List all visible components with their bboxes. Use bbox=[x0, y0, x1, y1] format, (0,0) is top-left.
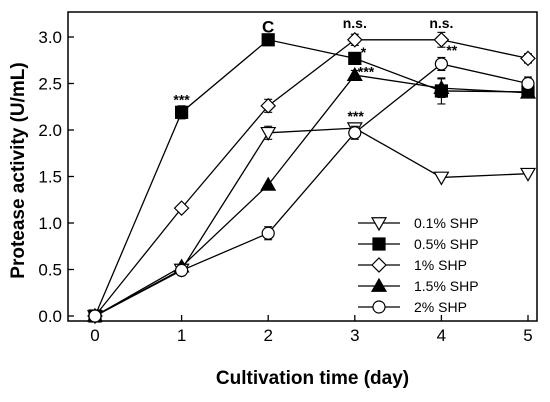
data-point bbox=[173, 200, 190, 216]
legend-entry: 0.5% SHP bbox=[358, 236, 479, 252]
significance-annotation: *** bbox=[347, 108, 364, 124]
series-line bbox=[94, 39, 529, 317]
x-tick-label: 3 bbox=[350, 326, 359, 345]
y-tick-label: 0.0 bbox=[38, 307, 62, 326]
plot-border bbox=[67, 11, 538, 322]
data-point bbox=[175, 263, 189, 278]
significance-annotation: ** bbox=[446, 42, 457, 58]
x-tick-label: 1 bbox=[177, 326, 186, 345]
legend-label: 0.5% SHP bbox=[414, 236, 479, 252]
legend-marker bbox=[372, 300, 386, 314]
legend-label: 1% SHP bbox=[414, 257, 467, 273]
y-axis-ticks: 0.0 0.5 1.0 1.5 2.0 2.5 3.0 bbox=[38, 28, 74, 326]
data-point bbox=[433, 171, 450, 186]
legend-label: 0.1% SHP bbox=[414, 215, 479, 231]
annotations-layer: ***C n.s.*******n.s.** bbox=[173, 15, 457, 124]
data-point bbox=[348, 126, 362, 140]
significance-annotation: * bbox=[361, 44, 367, 60]
significance-annotation: n.s. bbox=[343, 15, 367, 31]
legend-entry: 0.1% SHP bbox=[358, 215, 479, 232]
data-point bbox=[520, 50, 536, 67]
data-point bbox=[348, 51, 362, 65]
data-point bbox=[260, 97, 277, 114]
data-point bbox=[433, 79, 450, 95]
legend-marker bbox=[372, 237, 386, 251]
data-point bbox=[88, 309, 102, 323]
data-point bbox=[346, 31, 363, 48]
x-axis-label: Cultivation time (day) bbox=[216, 368, 409, 389]
y-tick-label: 2.5 bbox=[38, 75, 62, 94]
x-tick-label: 5 bbox=[523, 326, 532, 345]
significance-annotation: *** bbox=[173, 91, 190, 107]
data-point bbox=[346, 66, 363, 81]
data-point bbox=[260, 176, 277, 191]
data-point bbox=[261, 226, 275, 240]
data-point bbox=[261, 33, 275, 47]
data-point bbox=[519, 167, 537, 182]
significance-annotation: n.s. bbox=[429, 15, 453, 31]
data-point bbox=[434, 57, 448, 71]
significance-annotation: C bbox=[262, 18, 274, 37]
series-2-shp bbox=[88, 56, 535, 323]
legend-marker bbox=[370, 217, 388, 232]
significance-annotation: *** bbox=[358, 63, 375, 79]
y-tick-label: 1.5 bbox=[38, 168, 62, 187]
series-line bbox=[94, 74, 529, 317]
legend-marker bbox=[370, 277, 388, 292]
x-axis-ticks: 0 1 2 3 4 5 bbox=[90, 315, 533, 345]
data-point bbox=[521, 76, 535, 91]
legend-label: 1.5% SHP bbox=[414, 278, 479, 294]
data-point bbox=[260, 126, 277, 141]
data-point bbox=[519, 84, 537, 99]
series-layer bbox=[86, 31, 537, 325]
plot-frame bbox=[67, 11, 538, 322]
series-line bbox=[94, 39, 529, 317]
legend-entry: 1% SHP bbox=[358, 257, 467, 273]
legend-label: 2% SHP bbox=[414, 299, 467, 315]
legend-entry: 2% SHP bbox=[358, 299, 467, 315]
legend-marker bbox=[371, 257, 387, 273]
x-tick-label: 2 bbox=[263, 326, 272, 345]
y-axis-label: Protease activity (U/mL) bbox=[8, 62, 29, 278]
x-tick-label: 0 bbox=[90, 326, 99, 345]
data-point bbox=[433, 31, 450, 48]
data-point bbox=[175, 105, 189, 119]
legend-entry: 1.5% SHP bbox=[358, 277, 479, 294]
y-tick-label: 3.0 bbox=[38, 28, 62, 47]
y-tick-label: 1.0 bbox=[38, 214, 62, 233]
series-line bbox=[94, 63, 529, 317]
x-tick-label: 4 bbox=[437, 326, 446, 345]
legend: 0.1% SHP 0.5% SHP 1% SHP 1.5% SHP 2% SHP bbox=[358, 215, 479, 315]
y-tick-label: 2.0 bbox=[38, 121, 62, 140]
y-tick-label: 0.5 bbox=[38, 261, 62, 280]
